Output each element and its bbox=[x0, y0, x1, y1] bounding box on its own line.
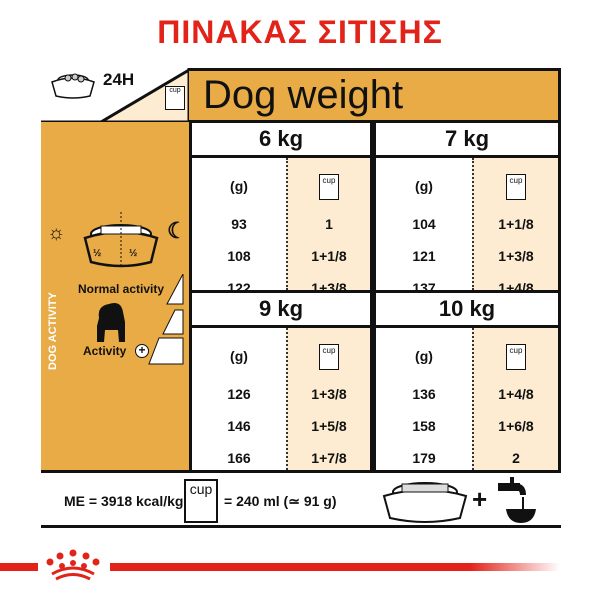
table-cell: 146 bbox=[227, 418, 251, 434]
table-cell: 108 bbox=[227, 248, 251, 264]
activity-panel: ☼ ½ ½ ☾ DOG ACTIVITY Normal activity Act… bbox=[41, 122, 189, 472]
sun-icon: ☼ bbox=[47, 222, 66, 244]
weight-block: (g) 136 158 179 cup 1+4/8 1+6/8 2 bbox=[373, 328, 561, 470]
dog-weight-title: Dog weight bbox=[203, 73, 404, 117]
grams-column: (g) 126 146 166 bbox=[192, 328, 286, 470]
brand-bar bbox=[110, 563, 560, 571]
cup-icon: cup bbox=[319, 174, 339, 201]
plus-circle-icon: + bbox=[135, 344, 149, 358]
table-cell: 1 bbox=[325, 216, 333, 232]
activity-label: Activity bbox=[83, 344, 127, 358]
half-left: ½ bbox=[93, 248, 102, 259]
table-cell: 1+1/8 bbox=[311, 248, 347, 264]
grams-unit: (g) bbox=[230, 178, 248, 194]
page-title: ΠΙΝΑΚΑΣ ΣΙΤΙΣΗΣ bbox=[157, 14, 443, 50]
grams-unit: (g) bbox=[230, 348, 248, 364]
table-cell: 1+3/8 bbox=[311, 386, 347, 402]
cups-column: cup 1 1+1/8 1+3/8 bbox=[286, 158, 370, 296]
table-cell: 2 bbox=[512, 450, 520, 466]
table-cell: 121 bbox=[412, 248, 436, 264]
dog-silhouette-icon bbox=[97, 303, 125, 342]
brand-bar bbox=[0, 563, 38, 571]
cup-icon: cup bbox=[319, 344, 339, 371]
table-cell: 1+5/8 bbox=[311, 418, 347, 434]
table-cell: 166 bbox=[227, 450, 251, 466]
weight-header: 7 kg bbox=[373, 120, 561, 158]
water-tap-icon bbox=[498, 477, 536, 523]
normal-activity-label: Normal activity bbox=[78, 282, 165, 296]
table-cell: 136 bbox=[412, 386, 436, 402]
weight-header: 10 kg bbox=[373, 290, 561, 328]
food-bowl-icon bbox=[382, 482, 468, 523]
weight-block: (g) 104 121 137 cup 1+1/8 1+3/8 1+4/8 bbox=[373, 158, 561, 296]
table-cell: 1+1/8 bbox=[498, 216, 534, 232]
table-cell: 1+3/8 bbox=[498, 248, 534, 264]
table-cell: 179 bbox=[412, 450, 436, 466]
dog-weight-header: Dog weight bbox=[189, 68, 561, 122]
energy-label: ME = 3918 kcal/kg bbox=[64, 493, 184, 509]
activity-scale-icon bbox=[148, 274, 184, 365]
cups-column: cup 1+1/8 1+3/8 1+4/8 bbox=[472, 158, 558, 296]
plus-sign: + bbox=[472, 484, 488, 514]
cup-equivalent: = 240 ml (≃ 91 g) bbox=[224, 493, 337, 509]
grams-column: (g) 104 121 137 bbox=[376, 158, 472, 296]
table-cell: 1+6/8 bbox=[498, 418, 534, 434]
table-cell: 158 bbox=[412, 418, 436, 434]
cups-column: cup 1+3/8 1+5/8 1+7/8 bbox=[286, 328, 370, 470]
table-divider bbox=[41, 470, 561, 473]
royal-canin-crown-logo bbox=[46, 549, 100, 581]
half-right: ½ bbox=[129, 248, 138, 259]
split-bowl-icon bbox=[83, 212, 159, 268]
cup-icon: cup bbox=[506, 344, 526, 371]
grams-unit: (g) bbox=[415, 348, 433, 364]
table-cell: 1+7/8 bbox=[311, 450, 347, 466]
food-bowl-icon bbox=[51, 73, 95, 99]
grams-column: (g) 93 108 122 bbox=[192, 158, 286, 296]
moon-icon: ☾ bbox=[167, 218, 187, 243]
cup-icon: cup bbox=[165, 86, 185, 110]
table-cell: 1+4/8 bbox=[498, 386, 534, 402]
table-cell: 104 bbox=[412, 216, 436, 232]
grams-unit: (g) bbox=[415, 178, 433, 194]
weight-block: (g) 93 108 122 cup 1 1+1/8 1+3/8 bbox=[189, 158, 373, 296]
grams-column: (g) 136 158 179 bbox=[376, 328, 472, 470]
cup-icon: cup bbox=[506, 174, 526, 201]
table-cell: 126 bbox=[227, 386, 251, 402]
cup-icon: cup bbox=[184, 479, 218, 523]
period-label: 24H bbox=[103, 70, 135, 89]
footer-divider bbox=[41, 525, 561, 528]
weight-header: 9 kg bbox=[189, 290, 373, 328]
cups-column: cup 1+4/8 1+6/8 2 bbox=[472, 328, 558, 470]
weight-header: 6 kg bbox=[189, 120, 373, 158]
weight-block: (g) 126 146 166 cup 1+3/8 1+5/8 1+7/8 bbox=[189, 328, 373, 470]
dog-activity-label: DOG ACTIVITY bbox=[47, 292, 59, 370]
table-cell: 93 bbox=[231, 216, 247, 232]
